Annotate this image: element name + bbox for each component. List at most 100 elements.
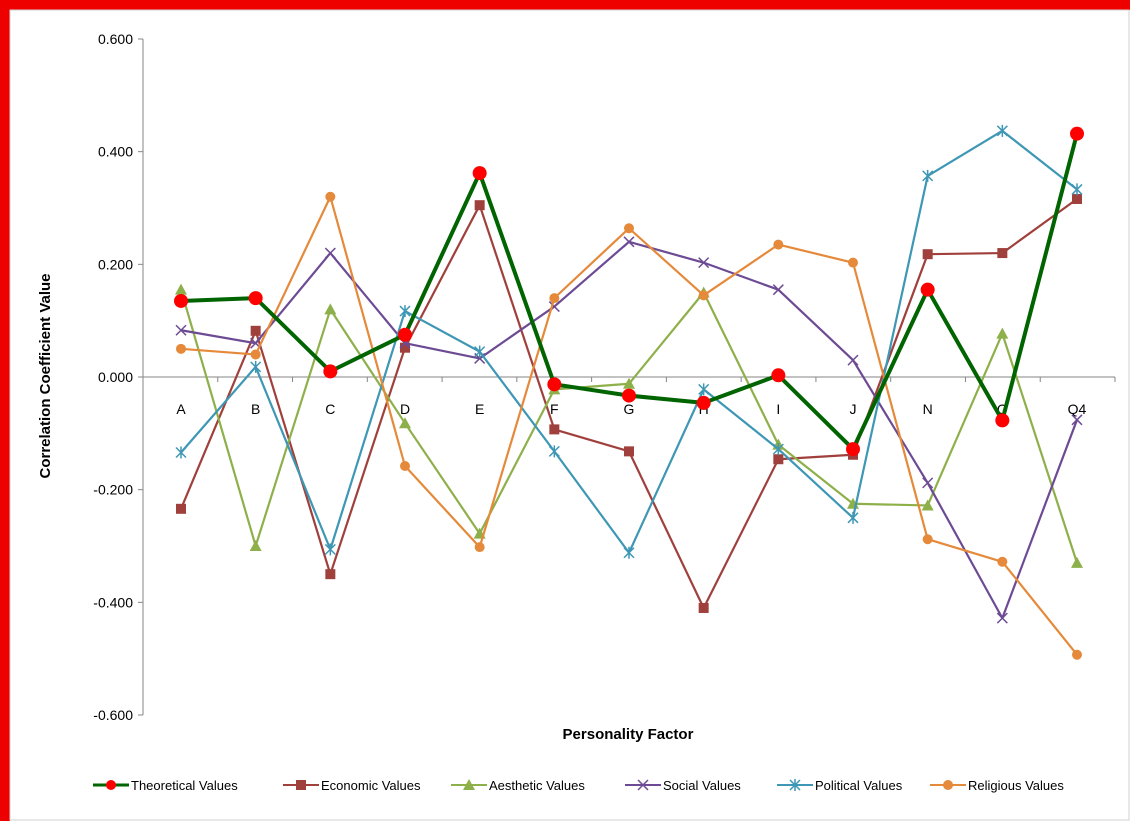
data-point — [474, 200, 485, 211]
series-layer — [174, 124, 1084, 660]
data-point — [176, 503, 186, 514]
data-point — [772, 284, 784, 296]
legend-item: Political Values — [777, 778, 903, 793]
data-point — [474, 345, 486, 358]
legend-label: Religious Values — [968, 778, 1064, 793]
data-point — [624, 446, 634, 457]
x-tick-label: G — [624, 401, 635, 417]
data-point — [250, 325, 261, 336]
data-point — [474, 542, 485, 553]
data-point — [399, 305, 411, 318]
data-point — [1070, 126, 1084, 141]
x-tick-label: J — [850, 401, 857, 417]
data-point — [996, 327, 1009, 339]
data-point — [325, 569, 336, 580]
data-point — [549, 293, 560, 304]
series-line — [180, 240, 1079, 620]
legend: Theoretical Values Economic Values Aesthet… — [93, 778, 1064, 793]
chart-outline — [9, 9, 1130, 821]
legend-label: Aesthetic Values — [489, 778, 585, 793]
data-point — [922, 534, 933, 545]
data-point — [323, 364, 338, 379]
legend-label: Theoretical Values — [131, 778, 238, 793]
data-point — [773, 239, 784, 250]
x-tick-label: E — [475, 401, 484, 417]
data-point — [623, 546, 635, 559]
legend-item: Theoretical Values — [93, 778, 238, 793]
y-tick-label: -0.600 — [93, 707, 133, 723]
data-point — [1072, 193, 1082, 204]
data-point — [848, 257, 858, 268]
data-point — [698, 290, 709, 301]
series-line — [180, 129, 1078, 554]
data-point — [324, 303, 337, 315]
data-point — [547, 377, 562, 392]
data-point — [698, 383, 710, 396]
data-point — [624, 223, 634, 234]
data-point — [106, 780, 116, 790]
data-point — [846, 442, 860, 457]
data-point — [996, 612, 1008, 624]
data-point — [325, 191, 336, 202]
data-point — [549, 424, 560, 435]
red-border-top — [0, 0, 1130, 10]
data-point — [324, 543, 336, 556]
data-point — [399, 417, 411, 429]
data-point — [400, 461, 410, 472]
data-point — [1071, 414, 1083, 426]
data-point — [400, 342, 410, 353]
x-tick-label: O — [997, 401, 1008, 417]
legend-item: Aesthetic Values — [451, 778, 585, 793]
data-point — [997, 556, 1008, 567]
x-tick-label: A — [176, 401, 186, 417]
data-point — [175, 446, 187, 459]
data-point — [623, 377, 635, 389]
data-point — [922, 249, 933, 260]
y-tick-label: 0.000 — [98, 369, 133, 385]
y-tick-label: 0.200 — [98, 256, 133, 272]
data-point — [248, 291, 263, 306]
data-point — [324, 247, 336, 259]
x-axis-title: Personality Factor — [563, 726, 694, 743]
data-point — [250, 349, 261, 360]
data-point — [175, 283, 187, 295]
series-political-values — [175, 124, 1083, 559]
legend-label: Economic Values — [321, 778, 421, 793]
data-point — [623, 236, 635, 248]
data-point — [771, 368, 786, 383]
x-tick-label: I — [776, 401, 780, 417]
y-tick-label: -0.400 — [93, 594, 133, 610]
axes: 0.600 0.400 0.200 0.000 -0.200 -0.400 -0.600 A B… — [93, 31, 1116, 723]
data-point — [1071, 556, 1083, 568]
y-tick-label: 0.600 — [98, 31, 133, 47]
data-point — [463, 779, 475, 790]
data-point — [472, 166, 487, 181]
x-tick-label: F — [550, 401, 559, 417]
data-point — [696, 395, 711, 410]
data-point — [548, 445, 560, 458]
x-tick-label: B — [251, 401, 260, 417]
legend-item: Social Values — [625, 778, 741, 793]
data-point — [996, 124, 1008, 137]
series-social-values — [175, 236, 1083, 624]
red-border-left — [0, 0, 10, 821]
x-tick-label: C — [325, 401, 335, 417]
data-point — [637, 779, 649, 791]
data-point — [296, 780, 306, 790]
data-point — [921, 499, 934, 511]
data-point — [174, 293, 188, 308]
legend-label: Political Values — [815, 778, 903, 793]
legend-item: Economic Values — [283, 778, 421, 793]
x-tick-label: N — [923, 401, 933, 417]
data-point — [698, 257, 710, 269]
data-point — [1071, 183, 1083, 196]
legend-label: Social Values — [663, 778, 741, 793]
data-point — [997, 248, 1008, 259]
data-point — [995, 413, 1010, 428]
series-religious-values — [176, 191, 1082, 660]
data-point — [176, 343, 186, 354]
data-point — [847, 354, 859, 366]
data-point — [398, 327, 412, 342]
